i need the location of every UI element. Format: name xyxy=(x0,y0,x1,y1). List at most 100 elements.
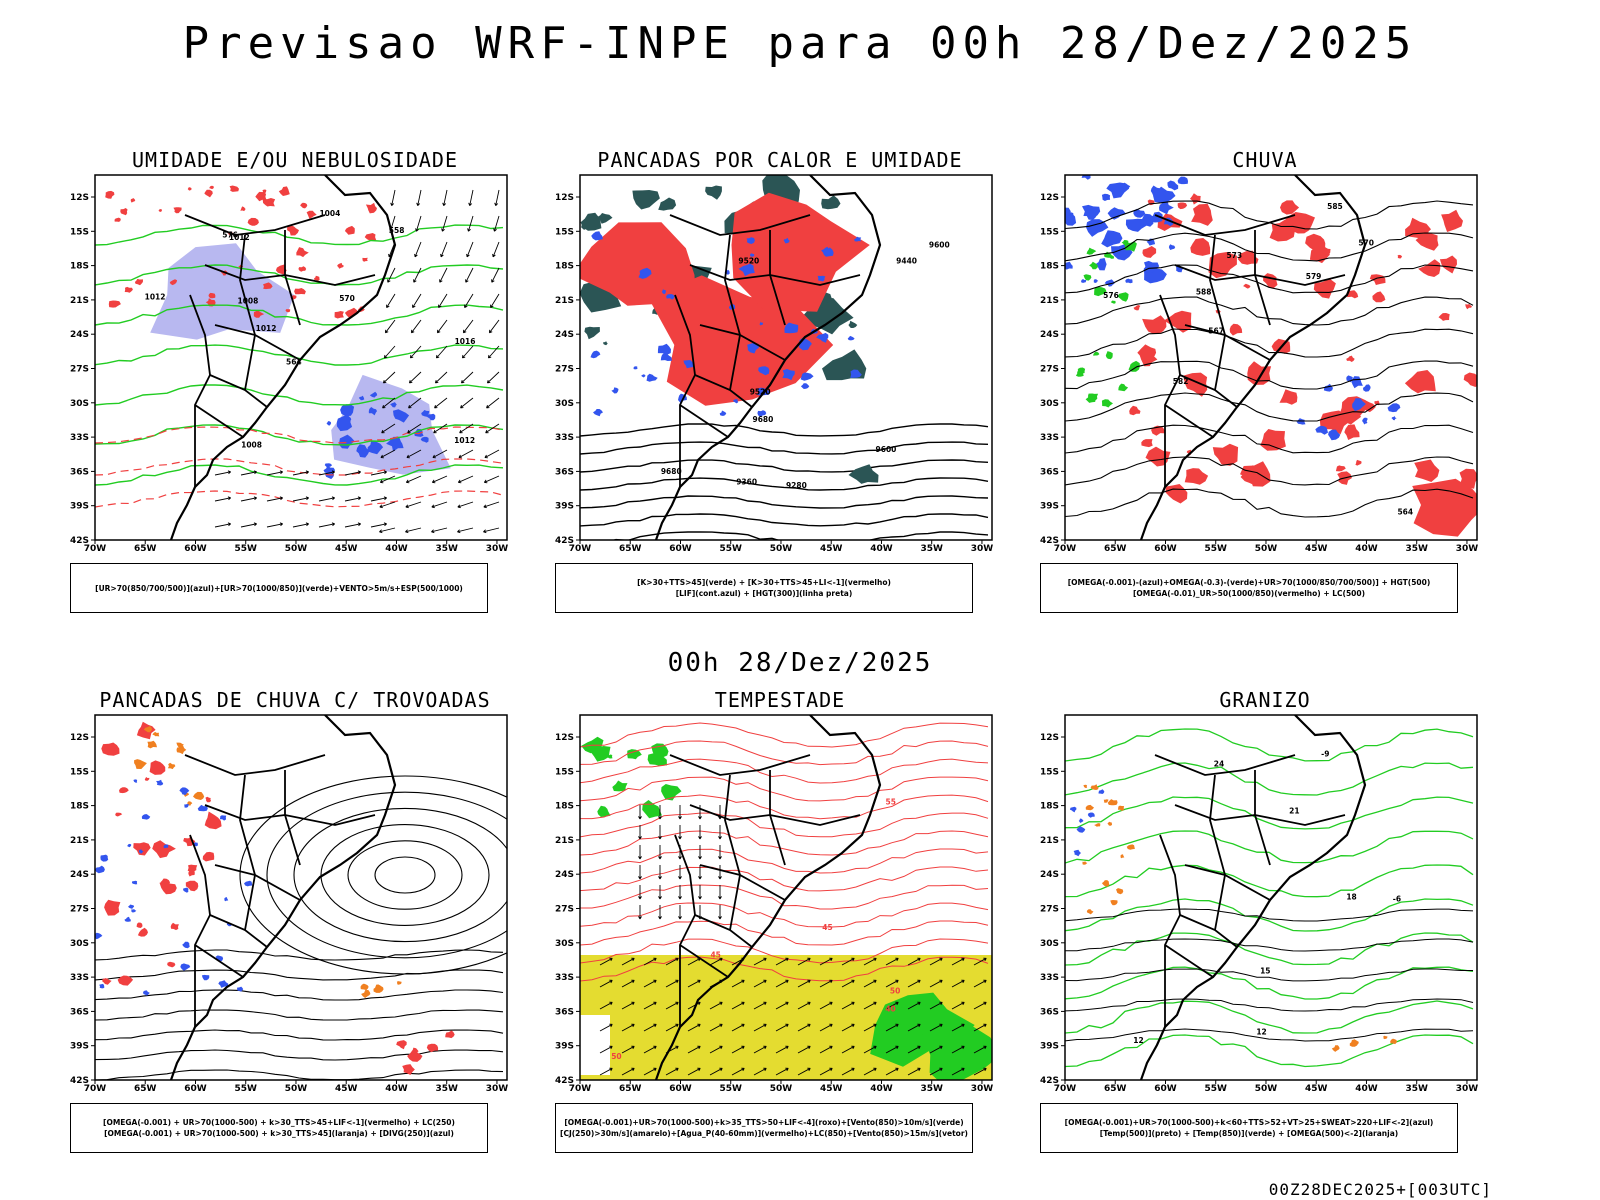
instability-area xyxy=(603,341,608,346)
red-contour-cell xyxy=(344,307,359,319)
instability-area xyxy=(848,464,879,484)
wind-vector xyxy=(731,1067,745,1076)
humidity-core xyxy=(367,440,384,455)
wind-vector xyxy=(621,1067,635,1076)
omega-area xyxy=(1168,244,1176,250)
omega-area xyxy=(1177,176,1188,185)
rain-area xyxy=(1335,465,1346,472)
wind-vector xyxy=(621,1001,635,1010)
temp850-contour xyxy=(1065,1000,1474,1034)
lat-tick-label: 15S xyxy=(555,227,574,237)
wind-vector xyxy=(951,1023,965,1032)
red-contour-cell xyxy=(362,257,368,262)
lat-tick-label: 15S xyxy=(1040,227,1059,237)
lif-contour xyxy=(800,372,814,381)
strong-omega-area xyxy=(1093,351,1100,356)
rain-area xyxy=(1142,246,1157,258)
lon-tick-label: 35W xyxy=(435,544,458,554)
temp850-contour xyxy=(1065,932,1474,966)
omega-area xyxy=(1104,279,1115,287)
lat-tick-label: 42S xyxy=(1040,1076,1059,1086)
state-border xyxy=(1159,834,1181,1027)
wind-vector xyxy=(407,423,422,434)
strong-omega-area xyxy=(1121,240,1129,246)
state-border xyxy=(724,774,741,931)
state-border xyxy=(669,754,811,776)
wind-vector xyxy=(973,1067,987,1076)
thunderstorm-area xyxy=(407,1050,423,1062)
wind-vector xyxy=(929,979,943,988)
wind-vector xyxy=(415,215,422,232)
lon-tick-label: 60W xyxy=(184,544,207,554)
lat-tick-label: 21S xyxy=(555,296,574,306)
wind-vector xyxy=(885,1067,899,1076)
divergence-contour xyxy=(100,854,109,862)
wind-vector xyxy=(731,1001,745,1010)
wind-vector xyxy=(885,1045,899,1054)
wind-vector xyxy=(731,1045,745,1054)
thunderstorm-area xyxy=(117,975,134,986)
divergence-contour xyxy=(184,804,190,808)
wind-vector xyxy=(753,957,767,966)
red-contour-cell xyxy=(298,266,307,272)
thunderstorm-area xyxy=(185,880,199,892)
strong-wind-area xyxy=(661,784,682,801)
coastline xyxy=(654,175,882,540)
wind-vector xyxy=(379,501,396,509)
rain-area xyxy=(1439,255,1457,274)
omega-area xyxy=(1107,207,1126,220)
wind-vector xyxy=(266,470,284,476)
height-contour xyxy=(580,513,989,527)
panel-legend: [OMEGA(-0.001)-(azul)+OMEGA(-0.3)-(verde… xyxy=(1040,563,1458,613)
rain-area xyxy=(1141,439,1153,448)
wind-vector xyxy=(951,1001,965,1010)
wind-vector xyxy=(775,1023,789,1032)
lon-tick-label: 50W xyxy=(285,1084,308,1094)
instability-area xyxy=(584,326,600,340)
omega-area xyxy=(1117,805,1125,811)
wind-vector xyxy=(753,1023,767,1032)
omega-area xyxy=(1323,383,1333,392)
height-contour xyxy=(1065,392,1474,422)
contour-label: -6 xyxy=(1393,894,1401,903)
wind-vector xyxy=(621,979,635,988)
lat-tick-label: 12S xyxy=(1040,193,1059,203)
wind-vector xyxy=(665,1001,679,1010)
omega-area xyxy=(1086,219,1109,237)
omega-area xyxy=(1349,1039,1359,1047)
convective-area xyxy=(731,192,870,312)
water-contour xyxy=(580,956,989,982)
map-layers: 50 45 40 55 50 45 xyxy=(580,715,992,1080)
divergence-contour xyxy=(95,932,103,940)
state-border xyxy=(189,294,211,487)
wind-vector xyxy=(929,1045,943,1054)
divergence-contour xyxy=(156,779,164,786)
legend-line: [OMEGA(-0.001)+UR>70(1000-500)+k<60+TTS>… xyxy=(1064,1118,1434,1127)
state-border xyxy=(769,230,786,326)
thunderstorm-area xyxy=(101,742,120,756)
temp850-contour xyxy=(1065,864,1474,898)
wind-vector xyxy=(819,1023,833,1032)
wind-vector xyxy=(494,189,500,207)
wind-vector xyxy=(292,522,310,528)
omega-area xyxy=(1085,804,1094,811)
wind-vector xyxy=(718,865,722,880)
wind-vector xyxy=(687,1023,701,1032)
wind-vector xyxy=(466,241,474,258)
panel-title: PANCADAS DE CHUVA C/ TROVOADAS xyxy=(99,688,491,712)
wind-vector xyxy=(484,449,500,459)
wind-vector xyxy=(379,475,396,484)
wind-vector xyxy=(599,1001,613,1010)
moderate-area xyxy=(147,740,157,749)
thunderstorm-area xyxy=(402,1064,415,1075)
humidity-core xyxy=(368,407,377,416)
wind-vector xyxy=(638,845,642,860)
lat-tick-label: 42S xyxy=(555,1076,574,1086)
state-border xyxy=(1184,324,1271,361)
red-contour-cell xyxy=(130,198,136,203)
contour-label: 582 xyxy=(1173,377,1189,386)
wind-vector xyxy=(929,1067,943,1076)
state-border xyxy=(1184,864,1271,901)
thunderstorm-area xyxy=(136,922,143,928)
strong-omega-area xyxy=(1094,286,1107,297)
